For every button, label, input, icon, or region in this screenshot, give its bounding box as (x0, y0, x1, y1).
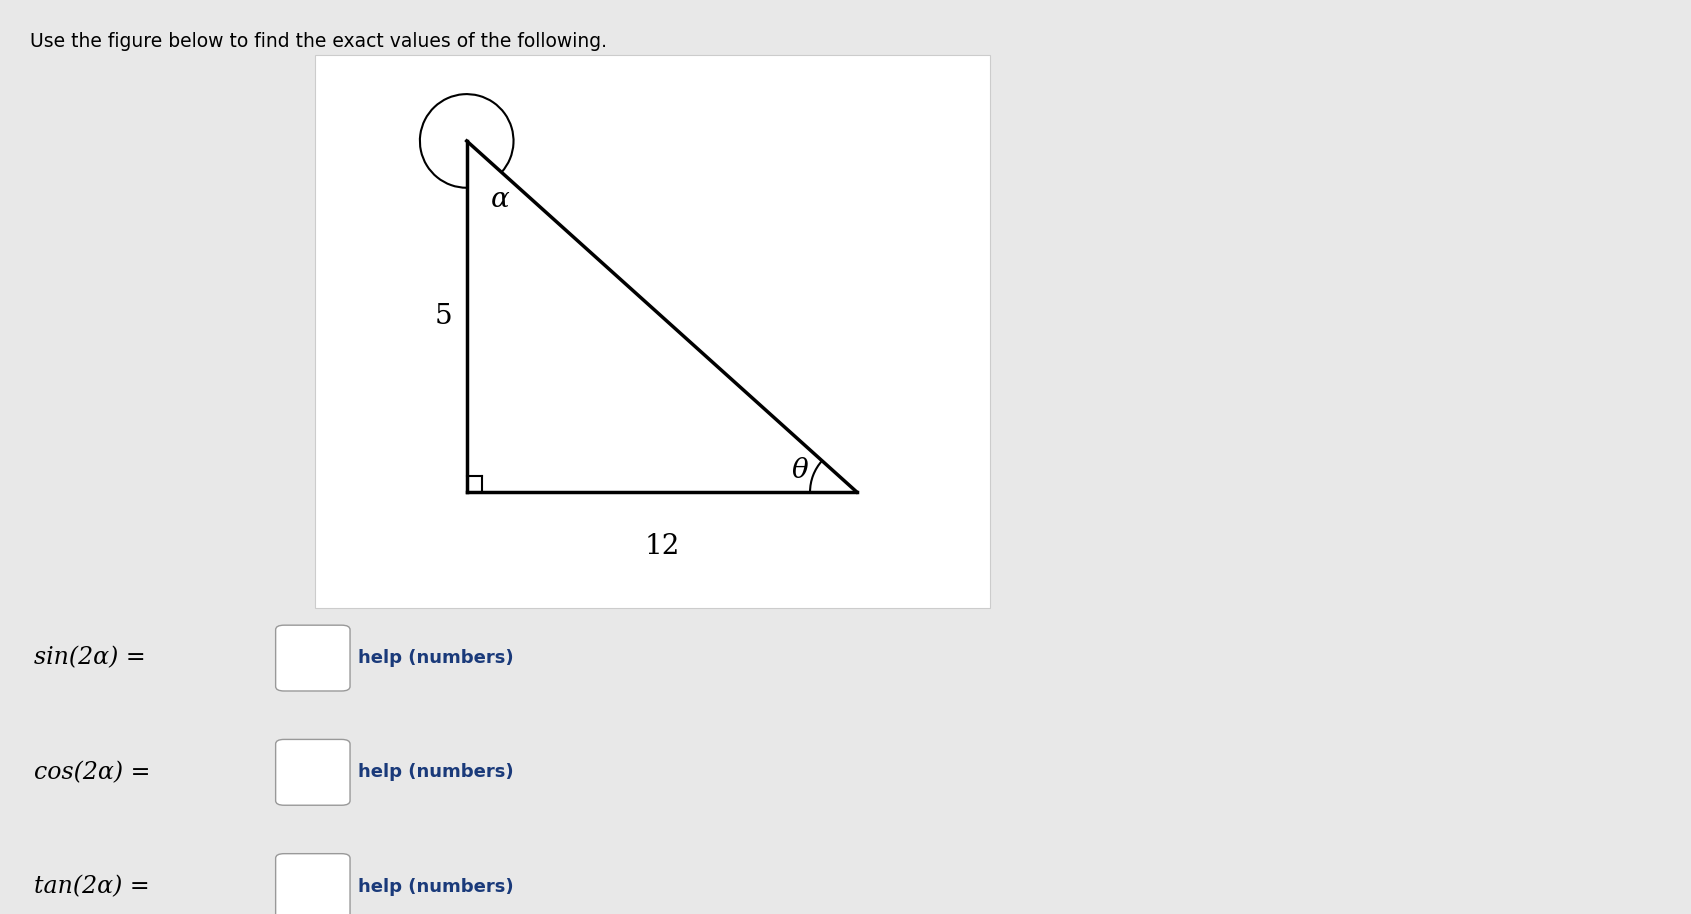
Text: α: α (490, 186, 509, 213)
Text: help (numbers): help (numbers) (358, 649, 514, 667)
FancyBboxPatch shape (276, 854, 350, 914)
Text: help (numbers): help (numbers) (358, 763, 514, 781)
Text: Use the figure below to find the exact values of the following.: Use the figure below to find the exact v… (30, 32, 607, 51)
Text: 12: 12 (644, 533, 680, 560)
Text: tan(2α) =: tan(2α) = (34, 875, 149, 898)
Text: sin(2α) =: sin(2α) = (34, 646, 145, 670)
FancyBboxPatch shape (315, 55, 989, 608)
FancyBboxPatch shape (276, 625, 350, 691)
Text: 5: 5 (435, 303, 451, 330)
FancyBboxPatch shape (276, 739, 350, 805)
Text: cos(2α) =: cos(2α) = (34, 760, 150, 784)
Text: help (numbers): help (numbers) (358, 877, 514, 896)
Text: θ: θ (791, 457, 808, 484)
